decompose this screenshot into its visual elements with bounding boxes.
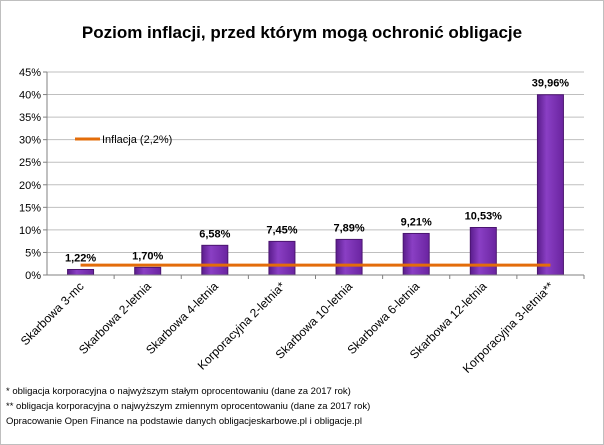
bar: [67, 268, 95, 276]
axes: [46, 72, 584, 276]
y-tick-label: 25%: [19, 157, 41, 169]
bar: [134, 266, 162, 276]
data-label: 1,22%: [65, 252, 96, 264]
bar: [335, 238, 363, 276]
data-label: 1,70%: [132, 250, 163, 262]
y-tick-label: 20%: [19, 180, 41, 192]
x-tick-label: Skarbowa 3-mc: [18, 279, 87, 348]
x-tick-label: Skarbowa 2-letnia: [76, 279, 154, 357]
bars: [67, 94, 564, 276]
y-tick-label: 45%: [19, 67, 41, 79]
y-tick-label: 40%: [19, 90, 41, 102]
bar: [469, 226, 497, 276]
data-labels: 1,22% 1,70% 6,58% 7,45% 7,89% 9,21% 10,53% 39,9…: [65, 78, 569, 265]
y-tick-label: 10%: [19, 225, 41, 237]
data-label: 39,96%: [532, 78, 570, 90]
data-label: 9,21%: [401, 216, 432, 228]
bar: [536, 94, 564, 276]
legend-label: Inflacja (2,2%): [102, 134, 172, 146]
y-tick-label: 0%: [25, 270, 41, 282]
y-tick-label: 35%: [19, 112, 41, 124]
y-tick-label: 15%: [19, 202, 41, 214]
footnote-2: ** obligacja korporacyjna o najwyższym z…: [6, 401, 371, 412]
x-tick-label: Skarbowa 4-letnia: [143, 279, 221, 357]
footnote-source: Opracowanie Open Finance na podstawie da…: [6, 416, 362, 427]
y-tick-label: 5%: [25, 247, 41, 259]
gridlines: [47, 71, 584, 253]
footnote-1: * obligacja korporacyjna o najwyższym st…: [6, 386, 351, 397]
data-label: 7,45%: [266, 224, 297, 236]
x-tick-label: Skarbowa 6-letnia: [344, 279, 422, 357]
data-label: 7,89%: [333, 222, 364, 234]
bar: [201, 244, 229, 276]
y-tick-label: 30%: [19, 135, 41, 147]
legend: Inflacja (2,2%): [75, 134, 172, 146]
bar: [402, 232, 430, 276]
y-axis-ticks: 0% 5% 10% 15% 20% 25% 30% 35% 40% 45%: [19, 67, 47, 282]
chart-title: Poziom inflacji, przed którym mogą ochro…: [82, 23, 522, 42]
data-label: 6,58%: [199, 228, 230, 240]
bar: [268, 240, 296, 276]
data-label: 10,53%: [465, 210, 503, 222]
